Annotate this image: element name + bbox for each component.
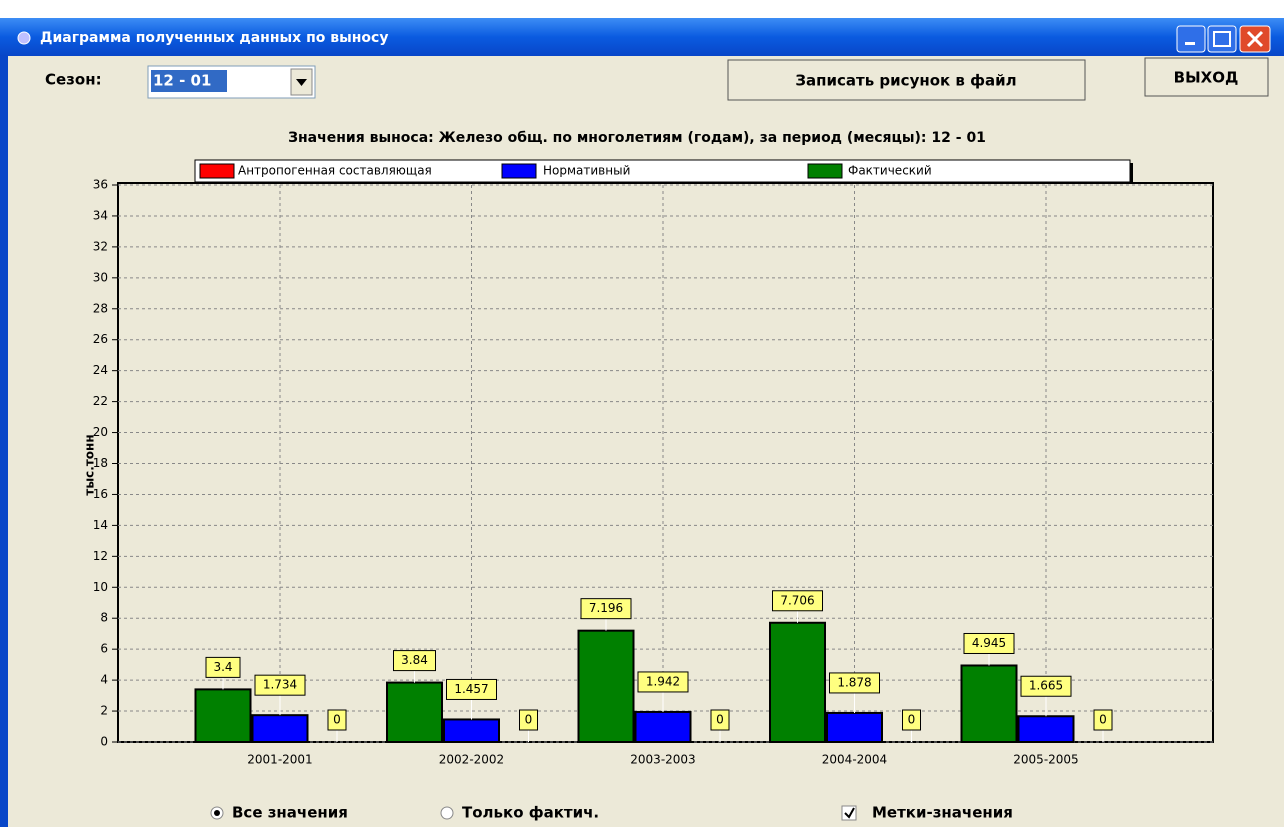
minimize-icon: [1185, 42, 1195, 45]
combo-arrow: [296, 79, 307, 86]
value-label-box: [637, 671, 689, 693]
x-tick-label: 2003-2003: [630, 753, 695, 767]
plot: 024681012141618202224262830323436Антропо…: [93, 163, 1213, 767]
x-tick-label: 2004-2004: [822, 753, 887, 767]
value-label: 0: [525, 713, 533, 727]
y-tick-label: 28: [93, 301, 108, 315]
y-tick-label: 26: [93, 332, 108, 346]
bar: [251, 714, 309, 743]
radio-fact[interactable]: [440, 806, 454, 820]
y-tick-label: 6: [100, 642, 108, 656]
y-tick-label: 8: [100, 611, 108, 625]
exit-button[interactable]: [1144, 57, 1269, 97]
bar: [769, 621, 826, 743]
season-label: Сезон:: [45, 71, 102, 89]
radio-fact-label: Только фактич.: [462, 804, 599, 822]
bar: [194, 688, 252, 744]
app-icon: [17, 31, 31, 45]
y-tick-label: 24: [93, 363, 108, 377]
y-tick-label: 22: [93, 394, 108, 408]
title-bar: [0, 18, 1284, 56]
value-label: 7.706: [780, 593, 814, 607]
bar: [634, 710, 692, 743]
bar: [443, 718, 500, 743]
legend-label: Фактический: [848, 164, 932, 178]
value-label: 3.84: [401, 653, 428, 667]
radio-all-label: Все значения: [232, 804, 348, 822]
value-label: 1.942: [646, 674, 680, 688]
y-tick-label: 4: [100, 673, 108, 687]
x-tick-label: 2005-2005: [1013, 753, 1078, 767]
value-label: 1.734: [263, 678, 297, 692]
y-tick-label: 18: [93, 456, 108, 470]
y-axis-label: тыс.тонн: [83, 434, 97, 495]
value-label-box: [205, 656, 241, 678]
y-tick-label: 12: [93, 549, 108, 563]
checkbox-labels-label: Метки-значения: [872, 804, 1013, 822]
value-label-box: [1093, 709, 1113, 731]
window-title: Диаграмма полученных данных по выносу: [40, 30, 388, 46]
y-tick-label: 36: [93, 178, 108, 192]
y-tick-label: 2: [100, 704, 108, 718]
value-label-box: [446, 678, 497, 700]
chart-title: Значения выноса: Железо общ. по многолет…: [288, 130, 986, 146]
legend-swatch: [501, 163, 537, 179]
maximize-icon: [1213, 31, 1231, 47]
save-button[interactable]: [727, 59, 1086, 101]
value-label: 0: [716, 713, 724, 727]
y-tick-label: 10: [93, 580, 108, 594]
save-button-label: Записать рисунок в файл: [795, 72, 1016, 90]
value-label: 0: [908, 713, 916, 727]
value-label-box: [519, 709, 538, 731]
legend-label: Антропогенная составляющая: [238, 164, 432, 178]
value-label: 1.878: [837, 675, 871, 689]
value-label-box: [829, 672, 880, 694]
bar: [960, 664, 1018, 744]
value-label-box: [710, 709, 730, 731]
legend-swatch: [807, 163, 843, 179]
minimize-button[interactable]: [1176, 25, 1206, 53]
y-tick-label: 16: [93, 487, 108, 501]
y-tick-label: 20: [93, 425, 108, 439]
value-label: 7.196: [589, 601, 623, 615]
maximize-button[interactable]: [1207, 25, 1237, 53]
value-label: 3.4: [213, 660, 232, 674]
y-tick-label: 34: [93, 208, 108, 222]
season-value: 12 - 01: [153, 72, 211, 90]
exit-button-label: ВЫХОД: [1174, 69, 1239, 87]
value-label-box: [327, 709, 347, 731]
value-label-box: [580, 598, 632, 620]
bar: [1017, 715, 1075, 744]
bar: [577, 629, 635, 743]
y-tick-label: 32: [93, 239, 108, 253]
value-label: 0: [333, 713, 341, 727]
value-label-box: [254, 674, 306, 696]
value-label: 1.457: [454, 682, 488, 696]
close-icon: [1246, 30, 1264, 48]
value-label-box: [772, 590, 823, 612]
value-label-box: [393, 650, 436, 672]
value-label-box: [963, 632, 1015, 654]
x-tick-label: 2002-2002: [439, 753, 504, 767]
value-label: 0: [1099, 713, 1107, 727]
checkbox-check: [844, 807, 855, 819]
bar: [826, 711, 883, 744]
value-label-box: [902, 709, 921, 731]
bar: [386, 681, 443, 744]
value-label-box: [1020, 675, 1072, 697]
x-tick-label: 2001-2001: [247, 753, 312, 767]
legend-label: Нормативный: [543, 164, 630, 178]
y-tick-label: 30: [93, 270, 108, 284]
plot-area: [117, 182, 1214, 743]
radio-dot: [214, 810, 220, 816]
y-tick-label: 14: [93, 518, 108, 532]
value-label: 4.945: [972, 636, 1006, 650]
value-label: 1.665: [1029, 679, 1063, 693]
legend-swatch: [199, 163, 235, 179]
window-border: [0, 56, 8, 827]
combo-selection: [151, 70, 227, 92]
y-tick-label: 0: [100, 735, 108, 749]
